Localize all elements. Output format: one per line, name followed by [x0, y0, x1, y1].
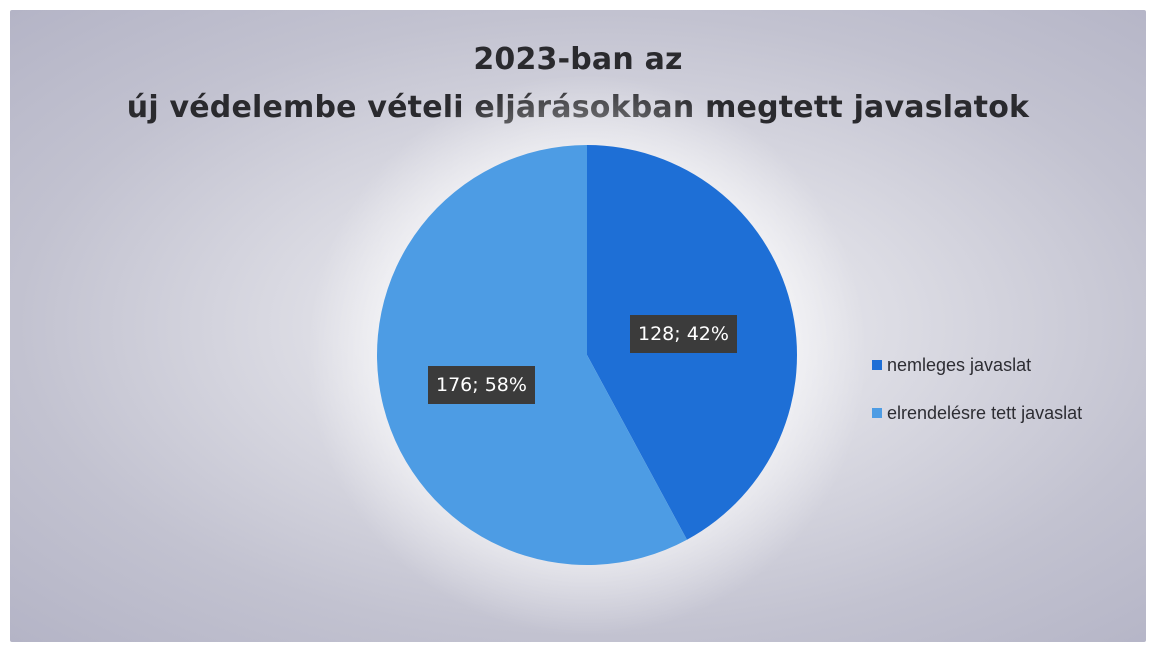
legend-swatch-nemleges [872, 360, 882, 370]
legend: nemleges javaslat elrendelésre tett java… [872, 352, 1082, 448]
data-label-nemleges: 128; 42% [630, 315, 737, 353]
legend-label-nemleges: nemleges javaslat [887, 354, 1032, 375]
legend-label-elrendelesre: elrendelésre tett javaslat [887, 402, 1083, 423]
pie-chart [307, 75, 867, 635]
chart-area: 2023-ban az új védelembe vételi eljáráso… [10, 10, 1146, 642]
legend-item-elrendelesre: elrendelésre tett javaslat [872, 400, 1082, 426]
pie-slice-elrendelesre [377, 145, 687, 565]
chart-title-line-1: 2023-ban az [473, 42, 683, 77]
legend-swatch-elrendelesre [872, 408, 882, 418]
legend-item-nemleges: nemleges javaslat [872, 352, 1082, 378]
data-label-elrendelesre: 176; 58% [428, 366, 535, 404]
